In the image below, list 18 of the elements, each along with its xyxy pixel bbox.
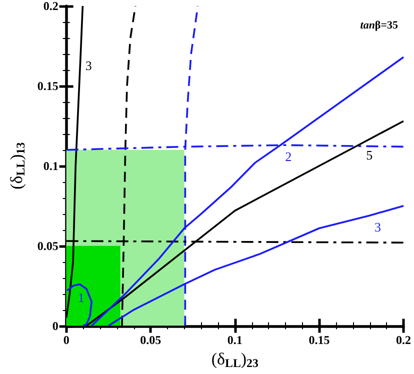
x-tick-label: 0 — [63, 332, 70, 347]
y-tick-label: 0.1 — [43, 158, 58, 173]
series-label: 2 — [285, 149, 292, 164]
line-series — [66, 283, 93, 327]
y-tick-label: 0.2 — [43, 0, 58, 13]
x-tick-label: 0.05 — [140, 332, 162, 347]
annotation: tanβ=35 — [360, 20, 398, 32]
x-tick-label: 0.15 — [308, 332, 330, 347]
x-tick-label: 0.1 — [227, 332, 242, 347]
series-label: 5 — [366, 148, 373, 163]
y-tick-label: 0.15 — [37, 78, 58, 93]
y-tick-label: 0 — [52, 318, 58, 333]
y-tick-label: 0.05 — [37, 238, 58, 253]
series-label: 3 — [374, 219, 382, 234]
series-label: 1 — [78, 290, 84, 305]
series-label: 3 — [85, 58, 92, 73]
y-axis-title: (δLL)13 — [7, 142, 28, 190]
x-tick-label: 0.2 — [396, 332, 411, 347]
